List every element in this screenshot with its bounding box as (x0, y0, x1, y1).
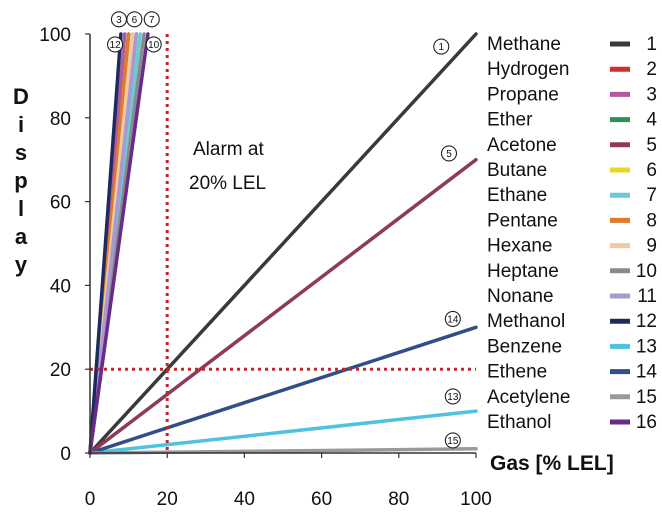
svg-text:10: 10 (148, 40, 160, 51)
legend-number: 13 (636, 336, 657, 357)
curve-label-5: 5 (440, 145, 458, 162)
legend-number: 7 (646, 185, 657, 206)
curve-label-15: 15 (444, 432, 461, 449)
legend-name: Pentane (487, 210, 558, 231)
legend-item-acetone: Acetone 5 (487, 135, 657, 156)
legend-number: 6 (646, 160, 657, 181)
y-tick-label: 60 (50, 193, 71, 214)
alarm-markers (90, 34, 476, 453)
x-tick-label: 60 (311, 489, 332, 510)
curve-label-3: 3 (110, 11, 127, 28)
curve-label-1: 1 (433, 38, 450, 55)
legend-number: 4 (646, 110, 657, 131)
legend-item-hexane: Hexane 9 (487, 236, 657, 257)
legend: Methane 1 Hydrogen 2 Propane 3 Ether 4 Acetone 5 B… (487, 34, 657, 433)
svg-text:13: 13 (447, 392, 459, 403)
y-tick-label: 40 (50, 276, 71, 297)
legend-name: Methane (487, 34, 561, 55)
y-tick-label: 80 (50, 109, 71, 130)
legend-number: 3 (646, 84, 657, 105)
legend-name: Hexane (487, 236, 553, 257)
legend-item-pentane: Pentane 8 (487, 210, 657, 231)
legend-item-benzene: Benzene 13 (487, 336, 657, 357)
series-line-ethanol (88, 32, 150, 455)
legend-number: 1 (646, 34, 657, 55)
svg-text:6: 6 (132, 15, 138, 26)
svg-text:7: 7 (149, 15, 155, 26)
legend-item-butane: Butane 6 (487, 160, 657, 181)
svg-text:5: 5 (446, 149, 452, 160)
legend-item-ethene: Ethene 14 (487, 362, 657, 383)
legend-number: 12 (636, 311, 657, 332)
curve-label-12: 12 (107, 36, 124, 53)
x-axis-label: Gas [% LEL] (490, 452, 614, 475)
legend-name: Ethene (487, 362, 547, 383)
legend-item-acetylene: Acetylene 15 (487, 387, 657, 408)
svg-text:14: 14 (447, 314, 459, 325)
x-tick-label: 40 (234, 489, 255, 510)
legend-name: Acetylene (487, 387, 570, 408)
y-tick-label: 0 (60, 444, 71, 465)
legend-item-nonane: Nonane 11 (487, 286, 657, 307)
x-tick-label: 0 (85, 489, 96, 510)
series-line-ethene (88, 325, 478, 455)
legend-name: Propane (487, 84, 559, 105)
legend-name: Ether (487, 110, 533, 131)
legend-number: 9 (646, 236, 657, 257)
svg-text:3: 3 (116, 15, 122, 26)
legend-number: 11 (637, 286, 657, 307)
legend-name: Nonane (487, 286, 554, 307)
legend-name: Butane (487, 160, 547, 181)
curve-label-6: 6 (126, 11, 143, 28)
legend-number: 16 (636, 412, 657, 433)
curve-label-14: 14 (444, 310, 461, 327)
legend-number: 2 (646, 59, 657, 80)
x-tick-label: 20 (157, 489, 178, 510)
axes: 0 20 40 60 80 100 0 20 40 60 80 100 (39, 25, 492, 510)
legend-name: Ethane (487, 185, 547, 206)
legend-number: 15 (636, 387, 657, 408)
legend-name: Methanol (487, 311, 565, 332)
legend-number: 5 (646, 135, 657, 156)
legend-item-ether: Ether 4 (487, 110, 657, 131)
curve-label-7: 7 (143, 11, 160, 28)
svg-text:15: 15 (447, 436, 459, 447)
y-tick-label: 20 (50, 360, 71, 381)
legend-name: Heptane (487, 261, 559, 282)
series-lines (88, 32, 478, 455)
series-line-benzene (88, 409, 478, 455)
legend-number: 14 (636, 362, 658, 383)
legend-item-methanol: Methanol 12 (487, 311, 657, 332)
curve-label-13: 13 (444, 388, 461, 405)
y-tick-label: 100 (39, 25, 71, 46)
series-line-methanol (88, 32, 123, 455)
legend-item-methane: Methane 1 (487, 34, 657, 55)
series-line-nonane (88, 32, 139, 455)
alarm-label-line2: 20% LEL (189, 173, 266, 194)
legend-item-ethanol: Ethanol 16 (487, 412, 657, 433)
legend-number: 10 (636, 261, 657, 282)
alarm-label-line1: Alarm at (193, 139, 264, 160)
x-tick-label: 80 (388, 489, 409, 510)
curve-label-10: 10 (145, 36, 162, 53)
legend-item-hydrogen: Hydrogen 2 (487, 59, 657, 80)
legend-name: Hydrogen (487, 59, 569, 80)
legend-number: 8 (646, 210, 657, 231)
legend-item-heptane: Heptane 10 (487, 261, 657, 282)
svg-text:1: 1 (438, 42, 444, 53)
series-line-acetone (88, 157, 478, 455)
svg-text:12: 12 (110, 40, 122, 51)
legend-item-propane: Propane 3 (487, 84, 657, 105)
legend-name: Acetone (487, 135, 557, 156)
series-line-methane (88, 32, 478, 455)
legend-item-ethane: Ethane 7 (487, 185, 657, 206)
legend-name: Ethanol (487, 412, 551, 433)
legend-name: Benzene (487, 336, 562, 357)
x-tick-label: 100 (460, 489, 492, 510)
